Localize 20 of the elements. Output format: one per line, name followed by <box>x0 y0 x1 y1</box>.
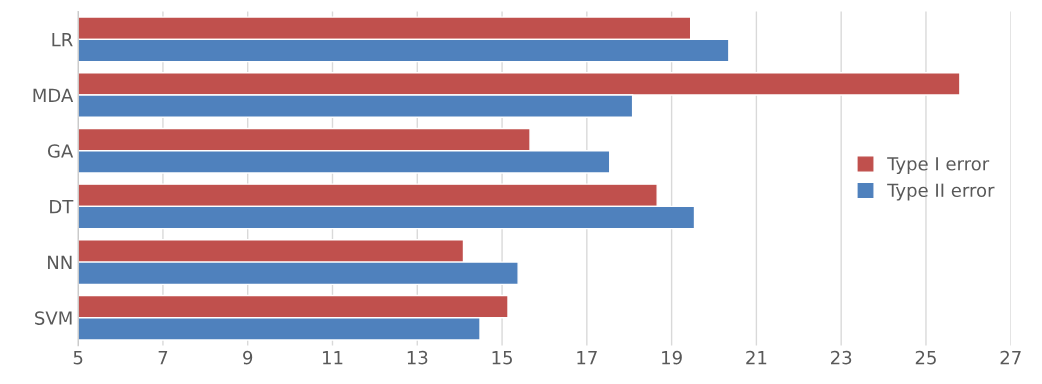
legend-label: Type I error <box>887 157 990 175</box>
x-tick-label: 11 <box>322 351 343 365</box>
x-tick-label: 17 <box>577 351 597 365</box>
x-tick-label: 7 <box>158 351 168 365</box>
y-tick-label: LR <box>52 33 73 47</box>
y-tick-label: SVM <box>35 311 72 325</box>
x-tick-label: 27 <box>1000 350 1021 365</box>
x-tick-label: 25 <box>915 350 936 365</box>
y-tick-label: GA <box>47 144 74 158</box>
y-tick-label: NN <box>48 255 72 269</box>
legend-label: Type II error <box>887 183 995 201</box>
x-tick-label: 5 <box>73 351 83 365</box>
x-tick-label: 19 <box>662 350 682 365</box>
y-tick-label: DT <box>50 200 74 214</box>
x-tick-label: 15 <box>492 351 512 365</box>
y-tick-label: MDA <box>33 88 74 102</box>
x-tick-label: 9 <box>243 350 253 365</box>
x-tick-label: 23 <box>831 350 852 365</box>
x-tick-label: 13 <box>407 350 428 365</box>
x-tick-label: 21 <box>746 350 767 365</box>
